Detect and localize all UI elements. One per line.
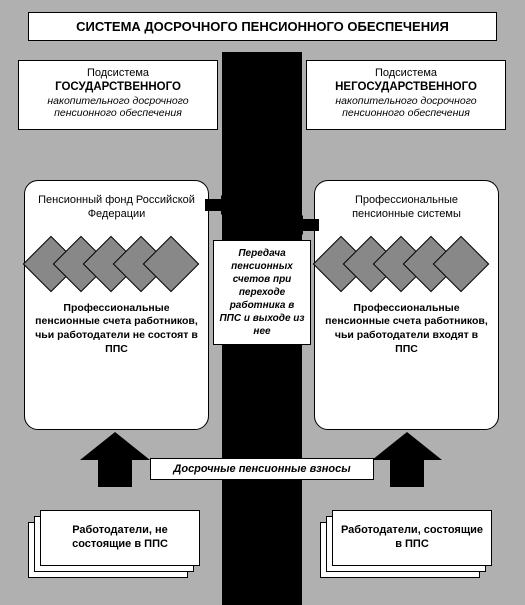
diamond-icon xyxy=(143,235,200,292)
up-arrow-right-icon xyxy=(372,432,442,487)
main-left-diamonds xyxy=(25,236,208,296)
main-left-head: Пенсионный фонд Российской Федерации xyxy=(25,181,208,230)
subsystem-right: Подсистема НЕГОСУДАРСТВЕННОГО накопитель… xyxy=(306,60,506,130)
subsystem-left-l1: Подсистема xyxy=(23,67,213,79)
contributions-label: Досрочные пенсионные взносы xyxy=(150,458,374,480)
employer-card-top: Работодатели, не состоящие в ППС xyxy=(40,510,200,566)
subsystem-right-l3: накопительного досрочного xyxy=(311,95,501,107)
main-right-head: Профессиональные пенсионные системы xyxy=(315,181,498,230)
subsystem-right-l1: Подсистема xyxy=(311,67,501,79)
main-box-right: Профессиональные пенсионные системы Проф… xyxy=(314,180,499,430)
center-note: Передача пенсионных счетов при переходе … xyxy=(213,240,311,345)
flow-arrow-right-icon xyxy=(205,195,231,215)
subsystem-left-l3: накопительного досрочного xyxy=(23,95,213,107)
subsystem-left: Подсистема ГОСУДАРСТВЕННОГО накопительно… xyxy=(18,60,218,130)
subsystem-left-l4: пенсионного обеспечения xyxy=(23,107,213,119)
main-right-diamonds xyxy=(315,236,498,296)
subsystem-right-l4: пенсионного обеспечения xyxy=(311,107,501,119)
flow-arrow-left-icon xyxy=(293,215,319,235)
diamond-icon xyxy=(433,235,490,292)
subsystem-left-l2: ГОСУДАРСТВЕННОГО xyxy=(23,81,213,93)
main-box-left: Пенсионный фонд Российской Федерации Про… xyxy=(24,180,209,430)
diagram-title: СИСТЕМА ДОСРОЧНОГО ПЕНСИОННОГО ОБЕСПЕЧЕН… xyxy=(28,12,497,41)
main-right-desc: Профессиональные пенсионные счета работн… xyxy=(315,296,498,363)
up-arrow-left-icon xyxy=(80,432,150,487)
employer-card-top: Работодатели, состоящие в ППС xyxy=(332,510,492,566)
employer-stack-left: Работодатели, не состоящие в ППС xyxy=(28,510,203,580)
employer-stack-right: Работодатели, состоящие в ППС xyxy=(320,510,495,580)
main-left-desc: Профессиональные пенсионные счета работн… xyxy=(25,296,208,363)
subsystem-right-l2: НЕГОСУДАРСТВЕННОГО xyxy=(311,81,501,93)
